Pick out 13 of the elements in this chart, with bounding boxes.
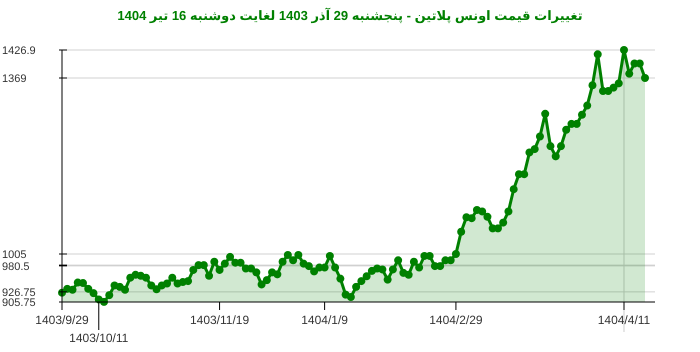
y-tick-label: 926.75 bbox=[2, 286, 36, 299]
x-tick-label: 1403/9/29 bbox=[35, 313, 90, 327]
y-tick-label: 1369 bbox=[2, 72, 26, 85]
y-tick-label: 1005 bbox=[2, 249, 26, 262]
y-tick-label: 1426.9 bbox=[2, 45, 36, 57]
x-tick-label: 1403/11/19 bbox=[190, 313, 250, 327]
y-tick-label: 980.5 bbox=[2, 260, 30, 273]
x-tick-label: 1404/2/29 bbox=[429, 313, 483, 327]
x-tick-label: 1403/10/11 bbox=[69, 331, 129, 345]
x-tick-label: 1404/4/11 bbox=[598, 313, 651, 327]
y-tick-label: 905.75 bbox=[2, 297, 36, 309]
x-tick-label: 1404/1/9 bbox=[301, 313, 348, 327]
chart-title: تغییرات قیمت اونس پلاتین - پنجشنبه 29 آذر 1403 لغایت دوشنبه 16 تیر 1404 bbox=[117, 7, 583, 24]
